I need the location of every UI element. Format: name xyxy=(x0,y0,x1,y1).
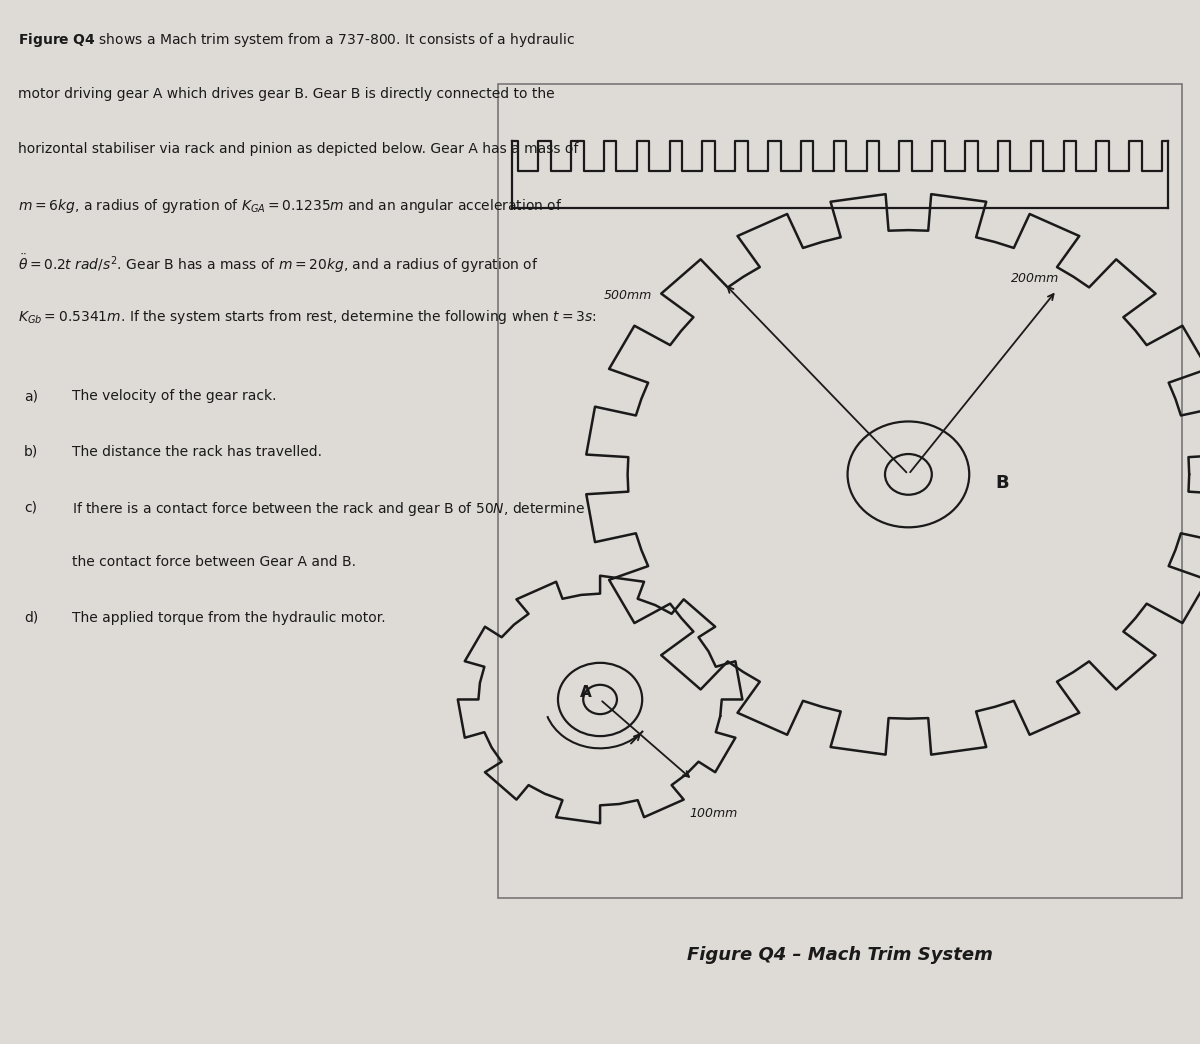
Bar xyxy=(498,84,1182,898)
Text: The applied torque from the hydraulic motor.: The applied torque from the hydraulic mo… xyxy=(72,611,385,624)
Text: 100mm: 100mm xyxy=(689,807,737,820)
Text: A: A xyxy=(580,686,592,701)
Text: The distance the rack has travelled.: The distance the rack has travelled. xyxy=(72,445,322,458)
Text: 200mm: 200mm xyxy=(1012,272,1060,285)
Text: Figure Q4 – Mach Trim System: Figure Q4 – Mach Trim System xyxy=(688,946,992,965)
Text: $K_{Gb} = 0.5341m$. If the system starts from rest, determine the following when: $K_{Gb} = 0.5341m$. If the system starts… xyxy=(18,308,596,326)
Text: b): b) xyxy=(24,445,38,458)
Text: $m = 6kg$, a radius of gyration of $K_{GA} = 0.1235m$ and an angular acceleratio: $m = 6kg$, a radius of gyration of $K_{G… xyxy=(18,197,563,215)
Text: $\mathbf{Figure\ Q4}$ shows a Mach trim system from a 737-800. It consists of a : $\mathbf{Figure\ Q4}$ shows a Mach trim … xyxy=(18,31,575,49)
Text: 500mm: 500mm xyxy=(604,289,652,302)
Text: d): d) xyxy=(24,611,38,624)
Text: If there is a contact force between the rack and gear B of 50$N$, determine: If there is a contact force between the … xyxy=(72,500,586,518)
Text: c): c) xyxy=(24,500,37,514)
Text: $\ddot{\theta} = 0.2t\ rad/s^2$. Gear B has a mass of $m = 20kg$, and a radius o: $\ddot{\theta} = 0.2t\ rad/s^2$. Gear B … xyxy=(18,253,539,276)
Text: B: B xyxy=(995,474,1009,492)
Text: motor driving gear A which drives gear B. Gear B is directly connected to the: motor driving gear A which drives gear B… xyxy=(18,87,554,100)
Text: the contact force between Gear A and B.: the contact force between Gear A and B. xyxy=(72,555,356,569)
Text: horizontal stabiliser via rack and pinion as depicted below. Gear A has a mass o: horizontal stabiliser via rack and pinio… xyxy=(18,142,578,156)
Text: The velocity of the gear rack.: The velocity of the gear rack. xyxy=(72,389,276,403)
Text: a): a) xyxy=(24,389,38,403)
